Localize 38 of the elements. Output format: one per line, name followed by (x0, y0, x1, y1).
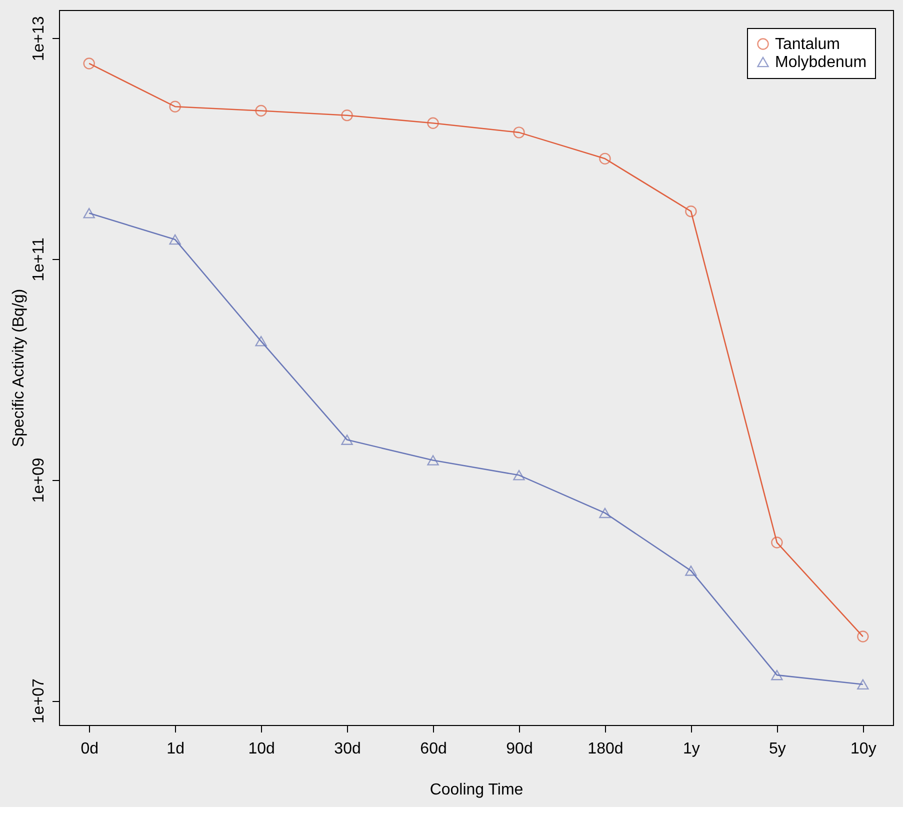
point (427, 117, 439, 129)
point (341, 110, 353, 122)
point (83, 208, 95, 218)
x-tick-label: 0d (80, 740, 98, 758)
point (341, 434, 353, 445)
point (685, 566, 697, 576)
legend-label: Tantalum (775, 36, 840, 53)
point (513, 470, 525, 480)
point (255, 336, 267, 346)
x-tick-label: 90d (506, 740, 533, 758)
point (685, 206, 697, 218)
point (169, 234, 181, 245)
point (255, 104, 267, 117)
x-tick-label: 5y (768, 740, 786, 758)
x-tick-label: 10y (850, 740, 876, 758)
x-tick-label: 30d (334, 740, 361, 758)
x-tick-label: 60d (420, 740, 447, 758)
y-tick-label: 1e+13 (30, 16, 48, 62)
y-axis-title: Specific Activity (Bq/g) (10, 288, 28, 448)
x-tick-label: 1y (682, 740, 700, 758)
x-tick-label: 180d (588, 740, 624, 758)
x-tick-label: 1d (166, 740, 184, 758)
point (771, 670, 783, 680)
point (169, 100, 181, 112)
point (599, 152, 611, 165)
x-tick-label: 10d (248, 740, 275, 758)
point (83, 58, 95, 70)
point (427, 455, 439, 466)
point (599, 508, 611, 518)
point (857, 630, 869, 642)
point (513, 126, 525, 138)
point (771, 536, 783, 548)
y-tick-label: 1e+09 (30, 458, 48, 503)
y-tick-label: 1e+07 (30, 678, 48, 724)
legend-label: Molybdenum (775, 54, 867, 71)
y-tick-label: 1e+11 (30, 237, 48, 282)
x-axis-title: Cooling Time (430, 782, 524, 798)
point (857, 679, 869, 690)
